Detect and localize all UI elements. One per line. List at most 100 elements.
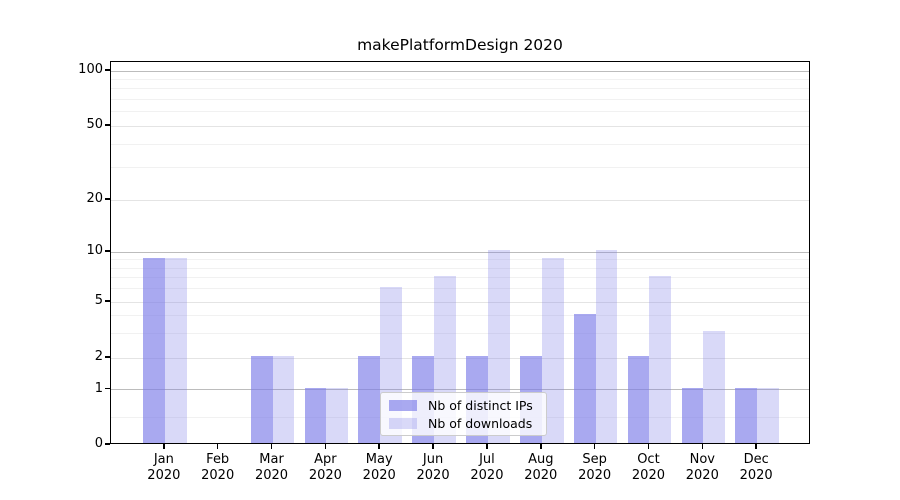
gridline-minor: [111, 277, 809, 279]
gridline-minor: [111, 166, 809, 168]
chart-title: makePlatformDesign 2020: [357, 36, 563, 54]
gridline: [111, 125, 809, 127]
bar-distinct-ips: [627, 356, 650, 443]
x-tick-mark: [216, 444, 219, 449]
x-tick-label-month: Jan: [153, 452, 174, 467]
x-tick-mark: [647, 444, 650, 449]
plot-area: [110, 61, 810, 444]
legend-item: Nb of downloads: [389, 416, 538, 431]
x-tick-mark: [324, 444, 327, 449]
bar-downloads: [164, 257, 187, 443]
x-tick-label-month: Sep: [582, 452, 607, 467]
x-tick-label-year: 2020: [739, 467, 773, 483]
x-tick-label: Apr 2020: [290, 452, 360, 483]
x-tick-label: Jul 2020: [452, 452, 522, 483]
legend-swatch-distinct-ips: [389, 399, 417, 411]
gridline: [111, 357, 809, 359]
bar-downloads: [595, 250, 618, 443]
x-tick-label: Sep 2020: [560, 452, 630, 483]
gridline: [111, 199, 809, 201]
gridline-major: [111, 251, 809, 253]
x-tick-label-month: Dec: [743, 452, 769, 467]
legend: Nb of distinct IPs Nb of downloads: [380, 392, 547, 436]
x-tick-label-year: 2020: [308, 467, 342, 483]
x-tick-mark: [432, 444, 434, 449]
x-tick-mark: [270, 444, 273, 449]
y-tick-label: 50: [86, 117, 103, 132]
y-tick-label: 100: [78, 62, 103, 77]
gridline-minor: [111, 143, 809, 145]
x-tick-label-month: Aug: [528, 452, 554, 467]
x-tick-mark: [540, 444, 542, 449]
x-tick-label-year: 2020: [524, 467, 558, 483]
gridline-minor: [111, 259, 809, 261]
y-tick-label: 0: [94, 436, 103, 451]
x-tick-label: Nov 2020: [667, 452, 737, 483]
x-tick-label-month: Mar: [259, 452, 284, 467]
x-tick-label-year: 2020: [631, 467, 665, 483]
x-tick-label: Mar 2020: [237, 452, 307, 483]
gridline-minor: [111, 98, 809, 100]
y-tick-label: 5: [94, 293, 103, 308]
legend-swatch-downloads: [389, 417, 417, 429]
x-tick-label: Aug 2020: [506, 452, 576, 483]
gridline-minor: [111, 88, 809, 90]
x-tick-label-year: 2020: [147, 467, 181, 483]
gridline-major: [111, 389, 809, 390]
bar-distinct-ips: [143, 257, 165, 443]
x-tick-mark: [163, 444, 165, 449]
y-tick-mark: [105, 387, 110, 390]
gridline-major: [111, 70, 809, 72]
gridline: [111, 301, 809, 303]
legend-item: Nb of distinct IPs: [389, 398, 538, 413]
y-tick-mark: [105, 198, 110, 200]
x-tick-label-month: Jun: [422, 452, 444, 467]
x-tick-label: Jan 2020: [129, 452, 199, 483]
gridline-minor: [111, 111, 809, 113]
bar-distinct-ips: [681, 387, 704, 443]
bar-distinct-ips: [304, 387, 327, 443]
bar-downloads: [757, 387, 779, 443]
x-tick-label: Jun 2020: [398, 452, 468, 483]
x-tick-label: May 2020: [344, 452, 414, 483]
x-tick-label-year: 2020: [578, 467, 612, 483]
y-tick-mark: [105, 356, 110, 358]
x-tick-label: Dec 2020: [721, 452, 791, 483]
y-tick-label: 10: [86, 243, 103, 258]
gridline-minor: [111, 332, 809, 334]
bar-downloads: [272, 356, 295, 443]
y-tick-mark: [105, 124, 110, 126]
y-tick-mark: [105, 443, 110, 445]
x-tick-label-year: 2020: [470, 467, 504, 483]
legend-item-label: Nb of downloads: [428, 415, 533, 431]
bar-downloads: [541, 257, 564, 443]
x-tick-label-year: 2020: [685, 467, 719, 483]
x-tick-label: Feb 2020: [183, 452, 253, 483]
x-tick-mark: [593, 444, 596, 449]
x-tick-mark: [378, 444, 380, 449]
gridline-minor: [111, 315, 809, 317]
y-tick-mark: [105, 69, 110, 71]
y-tick-label: 20: [86, 191, 103, 206]
y-tick-mark: [105, 250, 110, 252]
bar-downloads: [326, 387, 349, 443]
x-tick-mark: [755, 444, 757, 449]
x-tick-mark: [486, 444, 488, 449]
bar-downloads: [703, 331, 726, 443]
x-tick-label-year: 2020: [201, 467, 235, 483]
bar-distinct-ips: [358, 356, 381, 443]
bar-distinct-ips: [735, 387, 758, 443]
x-tick-label-month: Feb: [206, 452, 230, 467]
x-tick-label: Oct 2020: [613, 452, 683, 483]
x-tick-label-month: Jul: [479, 452, 495, 467]
x-tick-label-year: 2020: [416, 467, 450, 483]
bar-downloads: [649, 275, 672, 443]
bar-distinct-ips: [250, 356, 273, 443]
x-tick-label-month: Apr: [314, 452, 337, 467]
x-tick-label-month: Oct: [637, 452, 660, 467]
gridline-minor: [111, 288, 809, 290]
x-tick-label-year: 2020: [254, 467, 289, 483]
gridline-minor: [111, 78, 809, 80]
x-tick-label-month: Nov: [689, 452, 715, 467]
